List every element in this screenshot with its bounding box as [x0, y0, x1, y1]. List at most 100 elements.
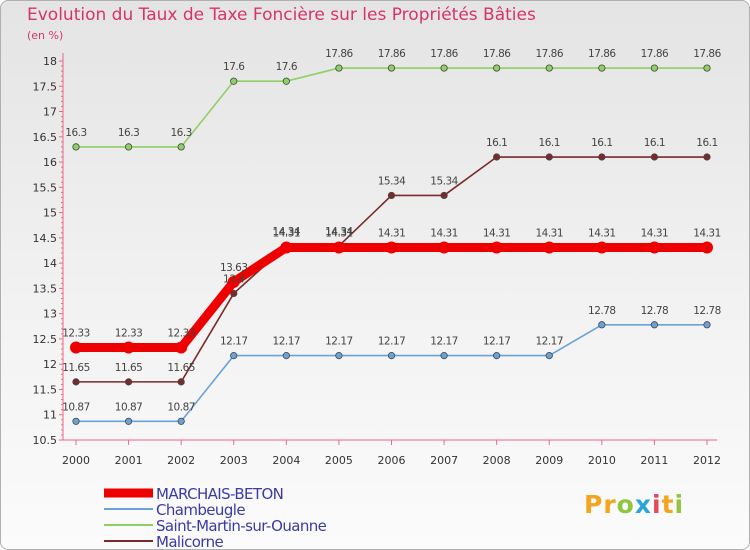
data-label: 14.31 [273, 227, 301, 239]
data-label: 11.65 [62, 362, 90, 374]
data-point [122, 341, 135, 354]
x-tick-label: 2007 [430, 454, 458, 467]
data-point [703, 153, 711, 161]
y-tick-label: 18 [43, 55, 57, 68]
data-label: 12.17 [378, 336, 406, 348]
x-tick-label: 2003 [220, 454, 248, 467]
data-point [282, 352, 290, 360]
data-point [177, 417, 185, 425]
chart-legend: MARCHAIS-BETONChambeugleSaint-Martin-sur… [104, 485, 327, 550]
data-label: 16.1 [591, 137, 612, 149]
data-point [490, 241, 503, 254]
data-point [440, 64, 448, 72]
data-label: 14.31 [325, 227, 353, 239]
data-label: 13.4 [223, 273, 245, 285]
data-point [440, 352, 448, 360]
data-point [438, 241, 451, 254]
data-point [282, 77, 290, 85]
data-point [175, 341, 188, 354]
data-label: 12.33 [115, 328, 143, 340]
data-label: 10.87 [115, 401, 143, 413]
data-label: 16.1 [486, 137, 507, 149]
logo-letter: r [603, 490, 617, 519]
data-point [387, 64, 396, 72]
data-label: 14.31 [693, 227, 721, 239]
data-label: 12.17 [430, 336, 458, 348]
data-point [545, 153, 553, 161]
data-label: 14.31 [535, 227, 563, 239]
data-label: 10.87 [167, 401, 195, 413]
y-tick-label: 13.5 [33, 282, 58, 295]
data-label: 17.6 [276, 61, 298, 73]
data-point [493, 352, 501, 360]
data-point [177, 143, 185, 151]
data-label: 11.65 [167, 362, 195, 374]
y-tick-label: 17.5 [33, 80, 58, 93]
x-tick-label: 2010 [588, 454, 616, 467]
data-point [440, 191, 448, 200]
data-label: 12.17 [220, 336, 248, 348]
data-point [177, 378, 185, 386]
data-label: 12.17 [535, 336, 563, 348]
data-point [230, 77, 238, 85]
data-label: 17.86 [483, 48, 511, 60]
data-label: 13.63 [220, 262, 248, 274]
data-label: 16.3 [65, 127, 86, 139]
legend-label: Saint-Martin-sur-Ouanne [156, 517, 327, 535]
y-tick-label: 13 [43, 308, 57, 321]
data-label: 17.86 [430, 48, 458, 60]
y-tick-label: 16.5 [33, 131, 58, 144]
y-tick-label: 17 [43, 106, 57, 119]
data-point [703, 64, 711, 72]
data-label: 17.86 [641, 48, 669, 60]
data-point [124, 143, 133, 151]
y-tick-label: 12.5 [33, 333, 58, 346]
x-tick-label: 2011 [640, 454, 668, 467]
data-point [493, 64, 501, 72]
data-point [701, 241, 713, 254]
data-label: 10.87 [62, 401, 90, 413]
data-label: 14.31 [483, 227, 511, 239]
data-point [72, 417, 80, 425]
data-point [332, 241, 345, 254]
data-point [387, 352, 396, 360]
logo-letter: x [634, 490, 652, 519]
legend-label: MARCHAIS-BETON [156, 485, 283, 503]
data-point [545, 64, 553, 72]
data-point [650, 64, 659, 72]
data-point [280, 241, 293, 254]
chart-axes: 10.5 11 11.5 12 12.5 13 13.5 14 14.5 15 15.5 16 16.5… [33, 53, 721, 467]
x-tick-label: 2001 [115, 454, 143, 467]
logo-letter: o [616, 490, 635, 519]
data-label: 17.86 [325, 48, 353, 60]
data-label: 16.1 [539, 137, 560, 149]
data-point [650, 153, 659, 161]
legend-label: Chambeugle [156, 501, 245, 519]
series-lines [70, 64, 713, 425]
legend-label: Malicorne [156, 533, 224, 550]
logo-letter: i [652, 490, 662, 519]
y-tick-label: 14 [43, 257, 57, 270]
data-point [72, 378, 80, 386]
x-tick-label: 2012 [693, 454, 721, 467]
data-label: 16.1 [696, 137, 717, 149]
data-label: 11.65 [115, 362, 143, 374]
data-label: 12.78 [588, 305, 616, 317]
y-tick-label: 15 [43, 207, 57, 220]
data-label: 17.86 [693, 48, 721, 60]
y-tick-label: 15.5 [33, 181, 58, 194]
series-data-labels: 10.87 10.87 10.87 12.17 12.17 12.17 12.17 12.17… [62, 48, 722, 413]
data-label: 12.17 [483, 336, 511, 348]
data-point [335, 352, 343, 360]
y-tick-label: 11.5 [33, 383, 58, 396]
data-point [703, 321, 711, 329]
data-point [385, 241, 398, 254]
data-label: 14.31 [430, 227, 458, 239]
data-point [230, 289, 238, 298]
x-tick-label: 2006 [378, 454, 406, 467]
y-tick-label: 16 [43, 156, 57, 169]
data-point [124, 378, 133, 386]
data-label: 17.86 [535, 48, 563, 60]
data-point [227, 275, 240, 288]
data-label: 16.3 [170, 127, 191, 139]
